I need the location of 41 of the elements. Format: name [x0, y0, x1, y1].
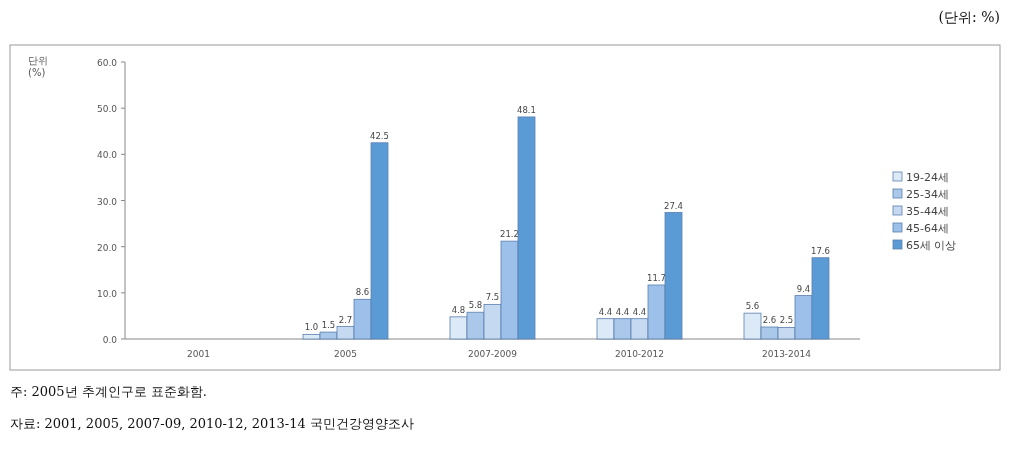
y-tick-label: 0.0 — [102, 335, 118, 345]
x-tick-label: 2010-2012 — [614, 349, 665, 359]
data-label: 7.5 — [485, 292, 500, 303]
legend-label: 19-24세 — [906, 171, 949, 184]
legend-label: 65세 이상 — [906, 239, 957, 252]
x-tick-label: 2013-2014 — [761, 349, 812, 359]
text: 자료: 2001, 2005, 2007-09, 2010-12, 2013-14 국민건강영양조사 — [10, 416, 414, 431]
data-label: 8.6 — [355, 287, 370, 298]
data-label: 5.6 — [745, 301, 760, 312]
text: 단위 (%) — [28, 55, 48, 78]
data-label: 17.6 — [811, 245, 830, 256]
x-tick-label: 2005 — [334, 349, 357, 359]
legend-label: 45-64세 — [906, 222, 949, 235]
y-tick-label: 60.0 — [96, 58, 118, 68]
data-label: 4.8 — [451, 304, 466, 315]
data-label: 1.5 — [321, 320, 336, 331]
data-label: 27.4 — [664, 200, 683, 211]
text: (단위: %) — [938, 9, 1000, 25]
data-label: 21.2 — [500, 229, 519, 240]
data-label: 4.4 — [615, 306, 630, 317]
y-tick-label: 40.0 — [96, 150, 118, 161]
x-tick-label: 2001 — [187, 349, 210, 359]
x-tick-label: 2007-2009 — [467, 349, 518, 359]
legend-label: 25-34세 — [906, 188, 949, 201]
data-label: 11.7 — [647, 272, 666, 283]
data-label: 2.5 — [779, 315, 794, 326]
data-label: 48.1 — [517, 104, 536, 115]
y-tick-label: 50.0 — [96, 104, 118, 115]
data-label: 2.6 — [762, 315, 777, 325]
y-tick-label: 30.0 — [96, 196, 118, 207]
data-label: 1.0 — [304, 322, 319, 333]
text: 주: 2005년 추계인구로 표준화함. — [10, 384, 207, 399]
data-label: 42.5 — [370, 130, 389, 141]
data-label: 9.4 — [796, 283, 811, 294]
y-tick-label: 10.0 — [96, 288, 118, 299]
data-label: 4.4 — [598, 306, 613, 317]
data-label: 2.7 — [338, 314, 353, 325]
legend-label: 35-44세 — [906, 205, 949, 218]
data-label: 4.4 — [632, 306, 647, 317]
y-tick-label: 20.0 — [96, 242, 118, 253]
data-label: 5.8 — [468, 300, 483, 311]
